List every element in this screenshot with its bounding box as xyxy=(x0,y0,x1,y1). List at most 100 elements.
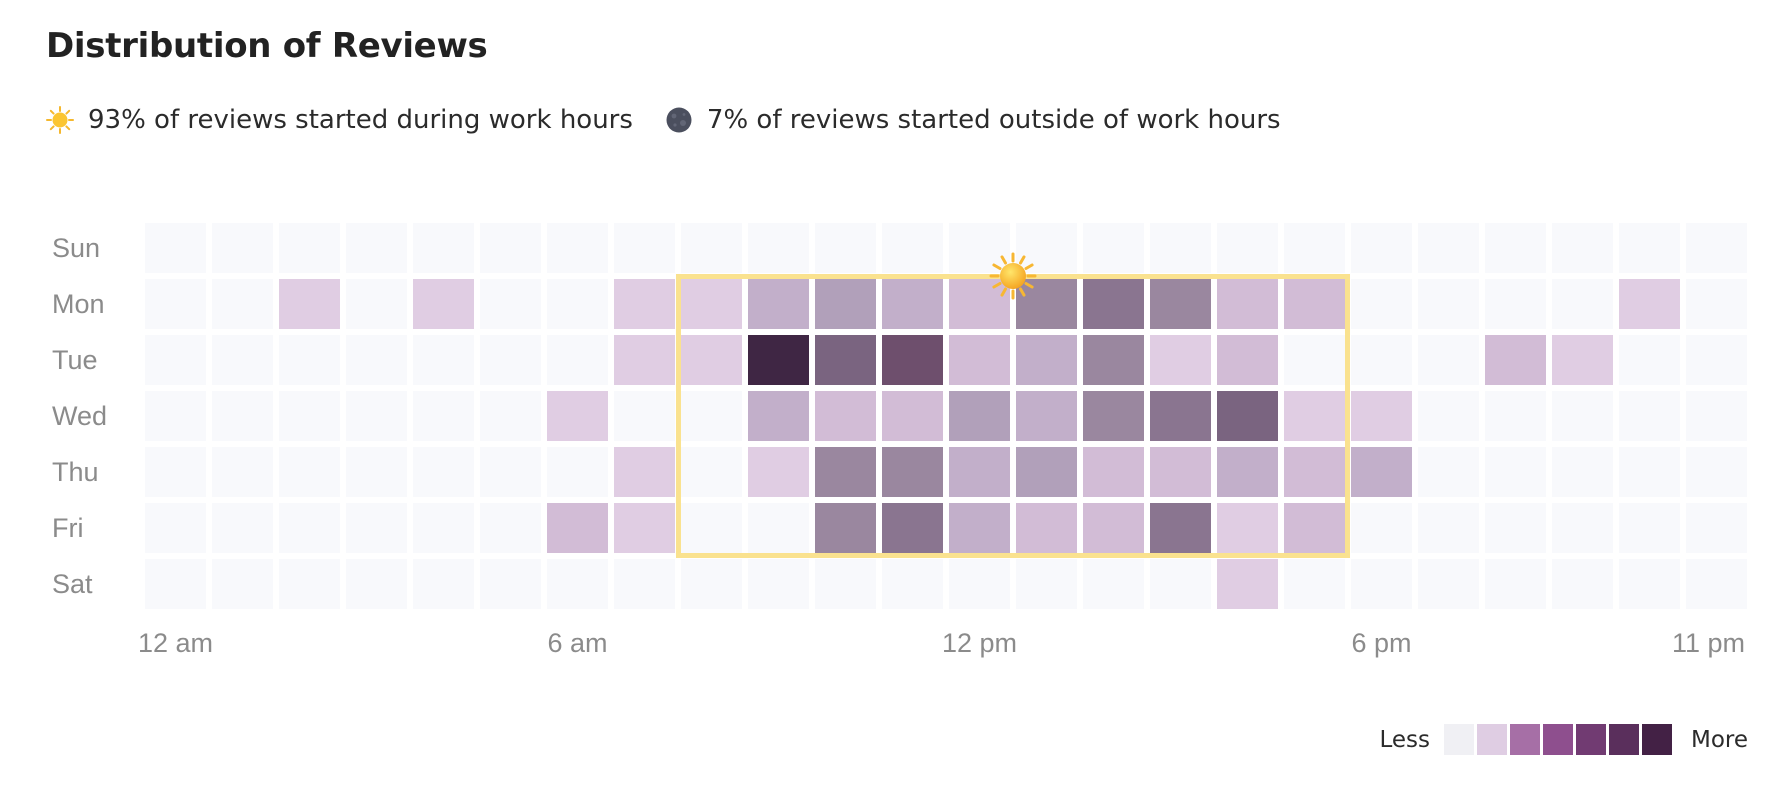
heatmap-cell[interactable] xyxy=(1351,335,1412,385)
heatmap-cell[interactable] xyxy=(1686,559,1747,609)
heatmap-cell[interactable] xyxy=(1284,447,1345,497)
heatmap-cell[interactable] xyxy=(748,447,809,497)
heatmap-cell[interactable] xyxy=(145,223,206,273)
heatmap-cell[interactable] xyxy=(480,559,541,609)
heatmap-cell[interactable] xyxy=(1485,223,1546,273)
heatmap-cell[interactable] xyxy=(346,279,407,329)
heatmap-cell[interactable] xyxy=(1016,391,1077,441)
heatmap-cell[interactable] xyxy=(1083,223,1144,273)
heatmap-cell[interactable] xyxy=(1016,447,1077,497)
heatmap-cell[interactable] xyxy=(212,447,273,497)
heatmap-cell[interactable] xyxy=(212,279,273,329)
heatmap-cell[interactable] xyxy=(480,335,541,385)
heatmap-cell[interactable] xyxy=(748,391,809,441)
heatmap-cell[interactable] xyxy=(1016,335,1077,385)
heatmap-cell[interactable] xyxy=(815,223,876,273)
heatmap-cell[interactable] xyxy=(1552,335,1613,385)
heatmap-cell[interactable] xyxy=(480,447,541,497)
heatmap-cell[interactable] xyxy=(1485,335,1546,385)
heatmap-cell[interactable] xyxy=(1016,559,1077,609)
heatmap-cell[interactable] xyxy=(1485,279,1546,329)
heatmap-cell[interactable] xyxy=(681,503,742,553)
heatmap-cell[interactable] xyxy=(1217,447,1278,497)
heatmap-cell[interactable] xyxy=(1686,391,1747,441)
heatmap-cell[interactable] xyxy=(413,447,474,497)
heatmap-cell[interactable] xyxy=(413,335,474,385)
heatmap-cell[interactable] xyxy=(413,279,474,329)
heatmap-cell[interactable] xyxy=(1217,223,1278,273)
heatmap-cell[interactable] xyxy=(748,503,809,553)
heatmap-cell[interactable] xyxy=(145,335,206,385)
heatmap-cell[interactable] xyxy=(1284,335,1345,385)
heatmap-cell[interactable] xyxy=(949,503,1010,553)
heatmap-cell[interactable] xyxy=(1150,223,1211,273)
heatmap-cell[interactable] xyxy=(145,391,206,441)
heatmap-cell[interactable] xyxy=(1686,447,1747,497)
heatmap-cell[interactable] xyxy=(346,503,407,553)
heatmap-cell[interactable] xyxy=(614,447,675,497)
heatmap-cell[interactable] xyxy=(681,391,742,441)
heatmap-cell[interactable] xyxy=(614,391,675,441)
heatmap-cell[interactable] xyxy=(1418,447,1479,497)
heatmap-cell[interactable] xyxy=(480,223,541,273)
heatmap-cell[interactable] xyxy=(145,559,206,609)
heatmap-cell[interactable] xyxy=(882,447,943,497)
heatmap-cell[interactable] xyxy=(1418,391,1479,441)
heatmap-cell[interactable] xyxy=(547,447,608,497)
heatmap-cell[interactable] xyxy=(815,279,876,329)
heatmap-cell[interactable] xyxy=(1284,391,1345,441)
heatmap-cell[interactable] xyxy=(212,559,273,609)
heatmap-cell[interactable] xyxy=(413,223,474,273)
heatmap-cell[interactable] xyxy=(212,503,273,553)
heatmap-cell[interactable] xyxy=(1083,335,1144,385)
heatmap-cell[interactable] xyxy=(413,391,474,441)
heatmap-cell[interactable] xyxy=(1150,335,1211,385)
heatmap-cell[interactable] xyxy=(882,503,943,553)
heatmap-cell[interactable] xyxy=(614,279,675,329)
heatmap-cell[interactable] xyxy=(1351,391,1412,441)
heatmap-cell[interactable] xyxy=(145,447,206,497)
heatmap-cell[interactable] xyxy=(279,559,340,609)
heatmap-cell[interactable] xyxy=(346,223,407,273)
heatmap-cell[interactable] xyxy=(547,335,608,385)
heatmap-cell[interactable] xyxy=(882,391,943,441)
heatmap-cell[interactable] xyxy=(1418,559,1479,609)
heatmap-cell[interactable] xyxy=(1418,335,1479,385)
heatmap-cell[interactable] xyxy=(1284,559,1345,609)
heatmap-cell[interactable] xyxy=(882,279,943,329)
heatmap-cell[interactable] xyxy=(279,503,340,553)
heatmap-cell[interactable] xyxy=(1619,223,1680,273)
heatmap-cell[interactable] xyxy=(413,503,474,553)
heatmap-cell[interactable] xyxy=(1150,503,1211,553)
heatmap-cell[interactable] xyxy=(1217,279,1278,329)
heatmap-cell[interactable] xyxy=(949,391,1010,441)
heatmap-cell[interactable] xyxy=(1552,503,1613,553)
heatmap-cell[interactable] xyxy=(346,391,407,441)
heatmap-cell[interactable] xyxy=(949,335,1010,385)
heatmap-cell[interactable] xyxy=(1552,223,1613,273)
heatmap-cell[interactable] xyxy=(1619,391,1680,441)
heatmap-cell[interactable] xyxy=(1150,447,1211,497)
heatmap-cell[interactable] xyxy=(681,447,742,497)
heatmap-cell[interactable] xyxy=(614,559,675,609)
heatmap-cell[interactable] xyxy=(681,335,742,385)
heatmap-cell[interactable] xyxy=(279,223,340,273)
heatmap-cell[interactable] xyxy=(547,503,608,553)
heatmap-cell[interactable] xyxy=(1485,447,1546,497)
heatmap-cell[interactable] xyxy=(145,503,206,553)
heatmap-cell[interactable] xyxy=(1217,503,1278,553)
heatmap-cell[interactable] xyxy=(1351,447,1412,497)
heatmap-cell[interactable] xyxy=(1552,447,1613,497)
heatmap-cell[interactable] xyxy=(346,559,407,609)
heatmap-cell[interactable] xyxy=(614,223,675,273)
heatmap-cell[interactable] xyxy=(1016,503,1077,553)
heatmap-cell[interactable] xyxy=(882,223,943,273)
heatmap-cell[interactable] xyxy=(480,391,541,441)
heatmap-cell[interactable] xyxy=(681,279,742,329)
heatmap-cell[interactable] xyxy=(346,447,407,497)
heatmap-cell[interactable] xyxy=(480,503,541,553)
heatmap-cell[interactable] xyxy=(815,447,876,497)
heatmap-cell[interactable] xyxy=(1552,391,1613,441)
heatmap-cell[interactable] xyxy=(1351,223,1412,273)
heatmap-cell[interactable] xyxy=(1485,391,1546,441)
